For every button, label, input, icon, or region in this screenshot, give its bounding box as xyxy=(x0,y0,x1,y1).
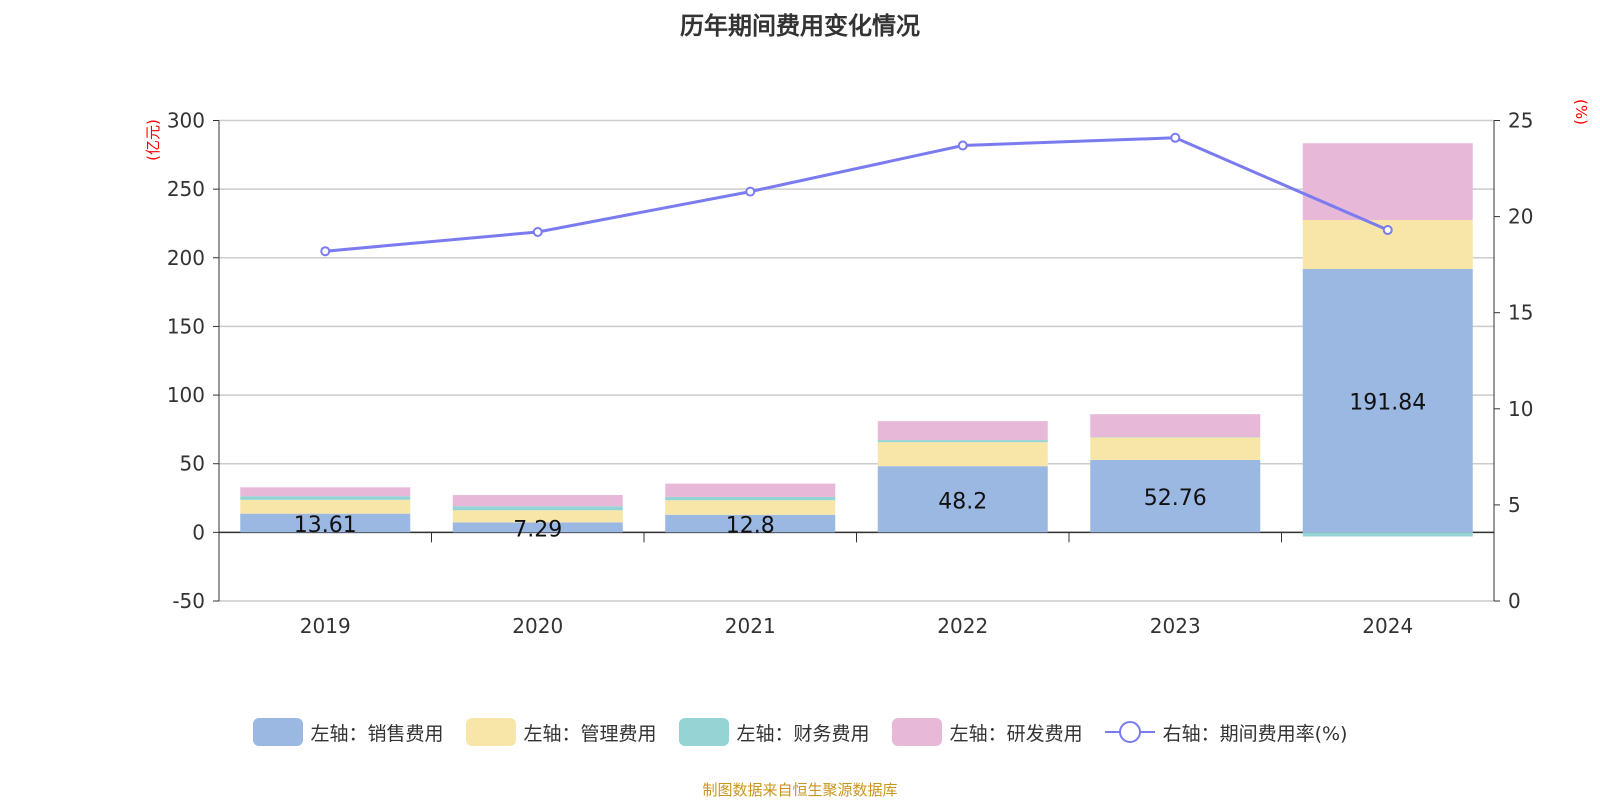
legend-label: 左轴：销售费用 xyxy=(310,722,444,745)
line-series xyxy=(325,136,1389,253)
bar-data-label: 48.2 xyxy=(938,489,987,514)
legend-item[interactable]: 左轴：销售费用 xyxy=(252,718,444,746)
left-tick-label: 50 xyxy=(180,452,205,476)
legend-item[interactable]: 左轴：管理费用 xyxy=(465,718,657,746)
left-tick-label: -50 xyxy=(172,589,205,613)
right-tick-label: 15 xyxy=(1508,301,1533,325)
bar-左轴：销售费用 xyxy=(240,513,411,533)
chart: -50 0 50 100 150 200 250 300 0 5 10 15 20 25 (亿元) (%) 20… xyxy=(144,99,1590,638)
left-tick-label: 200 xyxy=(167,246,205,270)
line-point xyxy=(745,186,756,197)
legend-swatch xyxy=(891,718,942,746)
line-point xyxy=(320,246,331,257)
right-tick-label: 20 xyxy=(1508,205,1533,229)
bar-左轴：销售费用 xyxy=(1090,459,1261,533)
right-tick-label: 0 xyxy=(1508,589,1521,613)
bar-左轴：销售费用 xyxy=(1302,268,1473,533)
bar-左轴：研发费用 xyxy=(665,483,836,497)
line-point xyxy=(1382,225,1393,236)
x-tick-label: 2022 xyxy=(937,614,988,638)
bar-data-label: 191.84 xyxy=(1349,391,1426,416)
bar-左轴：研发费用 xyxy=(452,495,623,507)
legend: 左轴：销售费用 左轴：管理费用 左轴：财务费用 左轴：研发费用 右轴：期间费用率(%) xyxy=(0,718,1600,746)
bar-左轴：销售费用 xyxy=(452,522,623,533)
left-tick-label: 0 xyxy=(192,520,205,544)
bar-左轴：销售费用 xyxy=(665,514,836,533)
legend-label: 右轴：期间费用率(%) xyxy=(1162,722,1348,745)
x-tick-label: 2020 xyxy=(512,614,563,638)
legend-label: 左轴：管理费用 xyxy=(523,722,657,745)
bar-左轴：财务费用 xyxy=(1302,532,1473,537)
bar-左轴：管理费用 xyxy=(240,499,411,514)
right-tick-label: 25 xyxy=(1508,109,1533,133)
bar-左轴：研发费用 xyxy=(1090,414,1261,438)
left-tick-label: 150 xyxy=(167,314,205,338)
x-tick-label: 2024 xyxy=(1362,614,1413,638)
legend-item[interactable]: 右轴：期间费用率(%) xyxy=(1104,718,1348,746)
bar-左轴：管理费用 xyxy=(877,442,1048,467)
legend-item[interactable]: 左轴：财务费用 xyxy=(678,718,870,746)
x-tick-label: 2019 xyxy=(300,614,351,638)
left-axis-unit: (亿元) xyxy=(144,119,162,161)
bar-左轴：财务费用 xyxy=(877,440,1048,443)
chart-title: 历年期间费用变化情况 xyxy=(680,12,920,40)
line-point xyxy=(957,140,968,151)
bar-左轴：销售费用 xyxy=(877,466,1048,533)
bar-左轴：财务费用 xyxy=(452,506,623,511)
bar-data-label: 52.76 xyxy=(1144,486,1207,511)
bar-data-label: 7.29 xyxy=(513,517,562,542)
bar-data-label: 12.8 xyxy=(726,514,775,539)
right-tick-label: 10 xyxy=(1508,397,1533,421)
legend-label: 左轴：财务费用 xyxy=(736,722,870,745)
bar-左轴：财务费用 xyxy=(240,496,411,500)
bar-左轴：管理费用 xyxy=(452,510,623,523)
bar-左轴：研发费用 xyxy=(240,487,411,497)
source-note: 制图数据来自恒生聚源数据库 xyxy=(702,781,898,799)
bar-左轴：管理费用 xyxy=(1090,437,1261,460)
bar-data-label: 13.61 xyxy=(294,513,357,538)
bar-左轴：管理费用 xyxy=(665,500,836,515)
line-point xyxy=(532,226,543,237)
left-tick-label: 250 xyxy=(167,177,205,201)
bar-左轴：研发费用 xyxy=(1302,143,1473,220)
right-tick-label: 5 xyxy=(1508,493,1521,517)
x-tick-label: 2023 xyxy=(1150,614,1201,638)
legend-label: 左轴：研发费用 xyxy=(949,722,1083,745)
legend-item[interactable]: 左轴：研发费用 xyxy=(891,718,1083,746)
x-tick-label: 2021 xyxy=(725,614,776,638)
right-axis-unit: (%) xyxy=(1572,99,1590,125)
bar-左轴：研发费用 xyxy=(877,421,1048,441)
left-tick-label: 100 xyxy=(167,383,205,407)
legend-swatch xyxy=(678,718,729,746)
legend-swatch xyxy=(465,718,516,746)
bar-左轴：财务费用 xyxy=(665,496,836,501)
legend-swatch xyxy=(252,718,303,746)
legend-line-icon xyxy=(1104,721,1155,743)
left-tick-label: 300 xyxy=(167,109,205,133)
line-point xyxy=(1170,132,1181,143)
